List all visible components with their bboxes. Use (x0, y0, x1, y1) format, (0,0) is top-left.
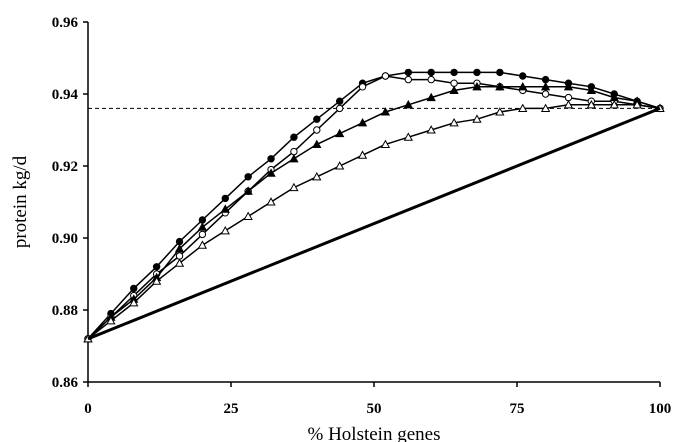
data-point (518, 81, 528, 91)
data-point (335, 104, 344, 113)
data-point (632, 99, 642, 109)
x-axis-title: % Holstein genes (308, 424, 441, 442)
data-point (266, 197, 276, 206)
data-point (496, 68, 504, 77)
data-point (403, 132, 413, 141)
data-point (380, 107, 391, 116)
data-point (541, 90, 550, 98)
series-2-filled-triangle (83, 81, 665, 343)
data-point (243, 186, 253, 195)
data-point (404, 75, 413, 84)
data-point (313, 115, 321, 123)
data-point (198, 216, 207, 224)
series-line (87, 86, 661, 340)
data-point (540, 81, 551, 91)
data-point (519, 72, 527, 80)
data-point (427, 68, 435, 77)
data-point (450, 68, 458, 77)
series-line (87, 107, 661, 341)
data-point (495, 107, 505, 116)
data-point (267, 155, 275, 163)
series-0-filled-circle (84, 68, 664, 343)
data-point (426, 92, 436, 102)
data-point (129, 297, 139, 307)
data-point (335, 161, 345, 170)
data-point (152, 263, 161, 271)
data-point (472, 114, 482, 123)
data-point (518, 103, 528, 112)
y-tick-label: 0.94 (52, 87, 79, 103)
plot-area: 0.86 0.88 0.90 0.92 0.94 0.96 0 25 50 75 100 (52, 15, 672, 417)
data-point (312, 139, 322, 148)
data-point (151, 276, 162, 285)
data-point (540, 103, 551, 112)
data-point (289, 153, 299, 163)
y-ticks: 0.86 0.88 0.90 0.92 0.94 0.96 (52, 15, 88, 391)
series-4-none (87, 107, 661, 341)
data-point (495, 81, 505, 91)
data-point (564, 93, 573, 102)
data-point (472, 81, 482, 91)
data-point (289, 182, 299, 192)
data-point (426, 125, 436, 134)
x-tick-label: 100 (649, 401, 672, 417)
x-tick-label: 75 (510, 401, 525, 417)
x-tick-label: 0 (84, 401, 92, 417)
data-point (221, 194, 229, 203)
data-point (174, 258, 185, 267)
data-point (130, 284, 138, 293)
data-point (106, 315, 116, 325)
data-point (220, 204, 230, 213)
data-point (197, 240, 208, 249)
x-tick-label: 50 (367, 401, 382, 417)
series-1-open-circle (84, 72, 664, 343)
data-point (220, 225, 230, 235)
data-point (335, 128, 345, 138)
series-line (87, 104, 661, 340)
data-point (450, 79, 458, 87)
data-point (563, 99, 574, 109)
y-tick-label: 0.86 (52, 375, 79, 391)
data-point (175, 252, 184, 260)
data-point (266, 168, 276, 177)
data-point (197, 222, 208, 231)
data-point (290, 147, 298, 156)
data-point (427, 75, 435, 84)
series-line (87, 71, 661, 340)
y-tick-label: 0.96 (52, 15, 79, 31)
data-point (357, 150, 368, 159)
data-point (243, 211, 253, 220)
data-point (380, 139, 391, 148)
data-point (449, 117, 459, 127)
data-point (244, 173, 252, 181)
data-point (290, 133, 298, 141)
data-point (586, 85, 597, 94)
data-point (381, 72, 390, 80)
data-point (609, 99, 619, 109)
series-layer (83, 68, 665, 343)
data-point (175, 237, 184, 246)
data-point (313, 126, 321, 134)
data-point (449, 85, 459, 94)
data-point (198, 230, 207, 239)
data-point (541, 75, 550, 84)
data-point (358, 83, 367, 91)
x-tick-label: 25 (224, 401, 239, 417)
y-tick-label: 0.88 (52, 303, 78, 319)
data-point (403, 99, 413, 109)
y-tick-label: 0.90 (52, 231, 78, 247)
x-ticks: 0 25 50 75 100 (84, 382, 671, 417)
data-point (563, 81, 574, 91)
data-point (174, 243, 185, 253)
data-point (586, 99, 597, 109)
y-tick-label: 0.92 (52, 159, 78, 175)
series-line (87, 75, 661, 340)
data-point (335, 97, 344, 105)
data-point (404, 68, 413, 77)
y-axis-title: protein kg/d (10, 155, 31, 248)
data-point (473, 68, 481, 77)
data-point (312, 171, 322, 181)
data-point (357, 117, 368, 127)
